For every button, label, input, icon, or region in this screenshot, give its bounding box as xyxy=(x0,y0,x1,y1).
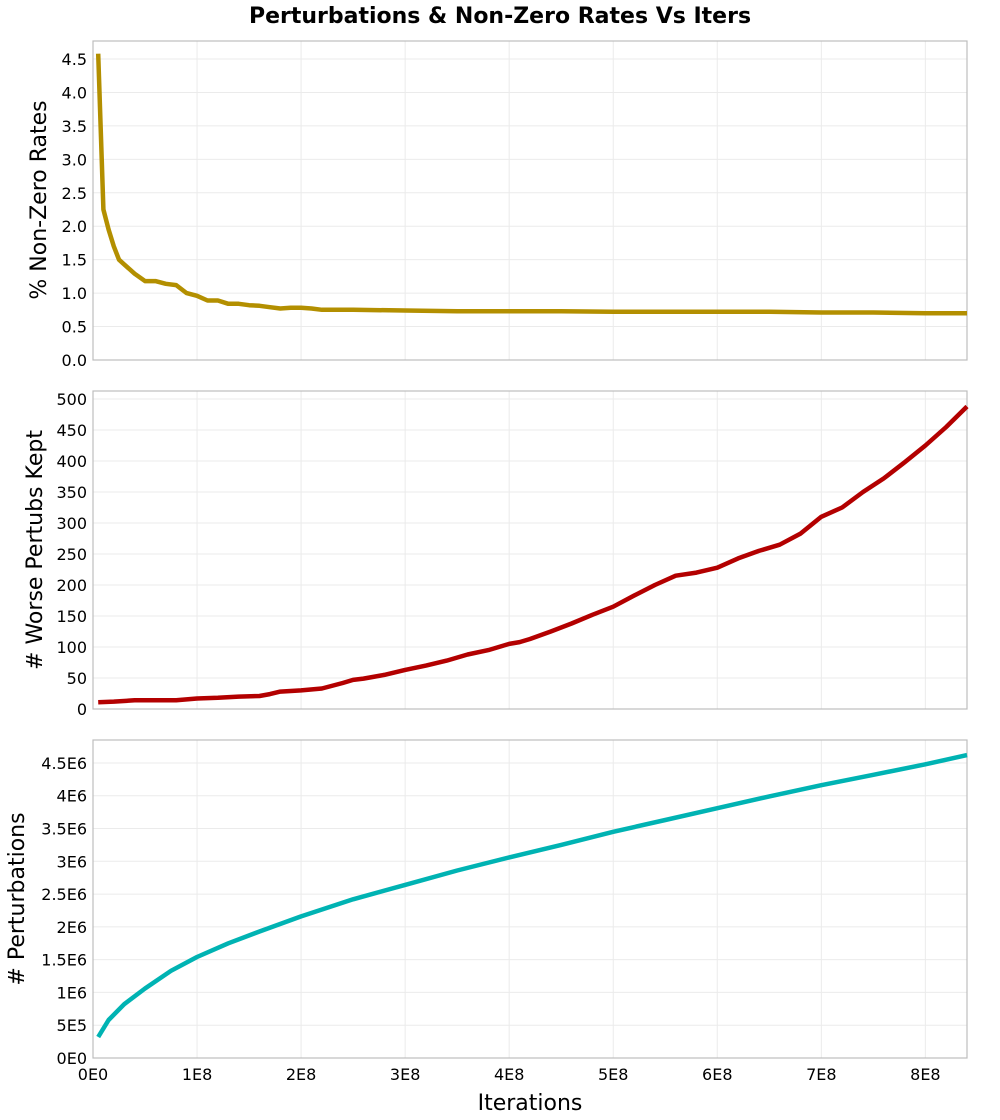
y-tick-label: 350 xyxy=(56,483,87,502)
y-tick-label: 1E6 xyxy=(57,983,87,1002)
y-tick-label: 2.5E6 xyxy=(41,885,87,904)
x-tick-label: 1E8 xyxy=(182,1065,212,1084)
plot-frame xyxy=(92,40,968,361)
y-tick-label: 3.5 xyxy=(62,117,87,136)
y-tick-label: 4.5 xyxy=(62,50,87,69)
y-axis-label-non-zero-rates: % Non-Zero Rates xyxy=(27,100,52,299)
y-tick-label: 4E6 xyxy=(57,787,87,806)
series-line-non-zero-rates xyxy=(95,53,967,316)
y-tick-label: 400 xyxy=(56,452,87,471)
x-tick-label: 3E8 xyxy=(390,1065,420,1084)
x-tick-label: 0E0 xyxy=(78,1065,108,1084)
x-axis-label: Iterations xyxy=(478,1091,583,1116)
y-tick-label: 4.5E6 xyxy=(41,754,87,773)
plot-frame xyxy=(92,390,968,710)
y-tick-label: 0.5 xyxy=(62,318,87,337)
y-tick-label: 250 xyxy=(56,545,87,564)
y-tick-label: 50 xyxy=(67,669,87,688)
y-axis-label-perturbations: # Perturbations xyxy=(5,812,30,985)
y-tick-label: 1.0 xyxy=(62,284,87,303)
y-tick-label: 0 xyxy=(77,700,87,719)
x-tick-label: 8E8 xyxy=(910,1065,940,1084)
y-tick-label: 300 xyxy=(56,514,87,533)
series-line-perturbations xyxy=(96,752,968,1039)
y-tick-label: 2.0 xyxy=(62,217,87,236)
y-axis-label-worse-perturbs: # Worse Pertubs Kept xyxy=(23,430,48,670)
y-tick-label: 500 xyxy=(56,390,87,409)
series-line-worse-perturbs-kept xyxy=(98,404,969,705)
y-tick-label: 2E6 xyxy=(57,918,87,937)
x-tick-label: 7E8 xyxy=(806,1065,836,1084)
chart-title: Perturbations & Non-Zero Rates Vs Iters xyxy=(249,4,751,29)
y-tick-label: 5E5 xyxy=(57,1016,87,1035)
y-tick-label: 3E6 xyxy=(57,852,87,871)
subplot-perturbations: 0E0 5E5 1E6 1.5E6 2E6 2.5E6 3E6 3.5E6 4E6 4.5E6 0E… xyxy=(41,739,968,1084)
y-tick-label: 200 xyxy=(56,576,87,595)
y-tick-label: 4.0 xyxy=(62,83,87,102)
y-tick-label: 100 xyxy=(56,638,87,657)
y-tick-label: 0E0 xyxy=(57,1049,87,1068)
y-tick-label: 150 xyxy=(56,607,87,626)
subplot-non-zero-rates: 0.0 0.5 1.0 1.5 2.0 2.5 3.0 3.5 4.0 4.5 xyxy=(62,40,968,370)
plot-frame xyxy=(92,739,968,1059)
x-tick-label: 6E8 xyxy=(702,1065,732,1084)
y-tick-label: 0.0 xyxy=(62,351,87,370)
subplot-worse-perturbs-kept: 0 50 100 150 200 250 300 350 400 450 500 xyxy=(56,390,969,719)
y-tick-label: 1.5E6 xyxy=(41,951,87,970)
y-tick-label: 2.5 xyxy=(62,184,87,203)
y-tick-label: 450 xyxy=(56,421,87,440)
y-tick-label: 1.5 xyxy=(62,251,87,270)
x-tick-label: 4E8 xyxy=(494,1065,524,1084)
x-tick-label: 5E8 xyxy=(598,1065,628,1084)
x-tick-label: 2E8 xyxy=(286,1065,316,1084)
y-tick-label: 3.0 xyxy=(62,150,87,169)
y-tick-label: 3.5E6 xyxy=(41,820,87,839)
